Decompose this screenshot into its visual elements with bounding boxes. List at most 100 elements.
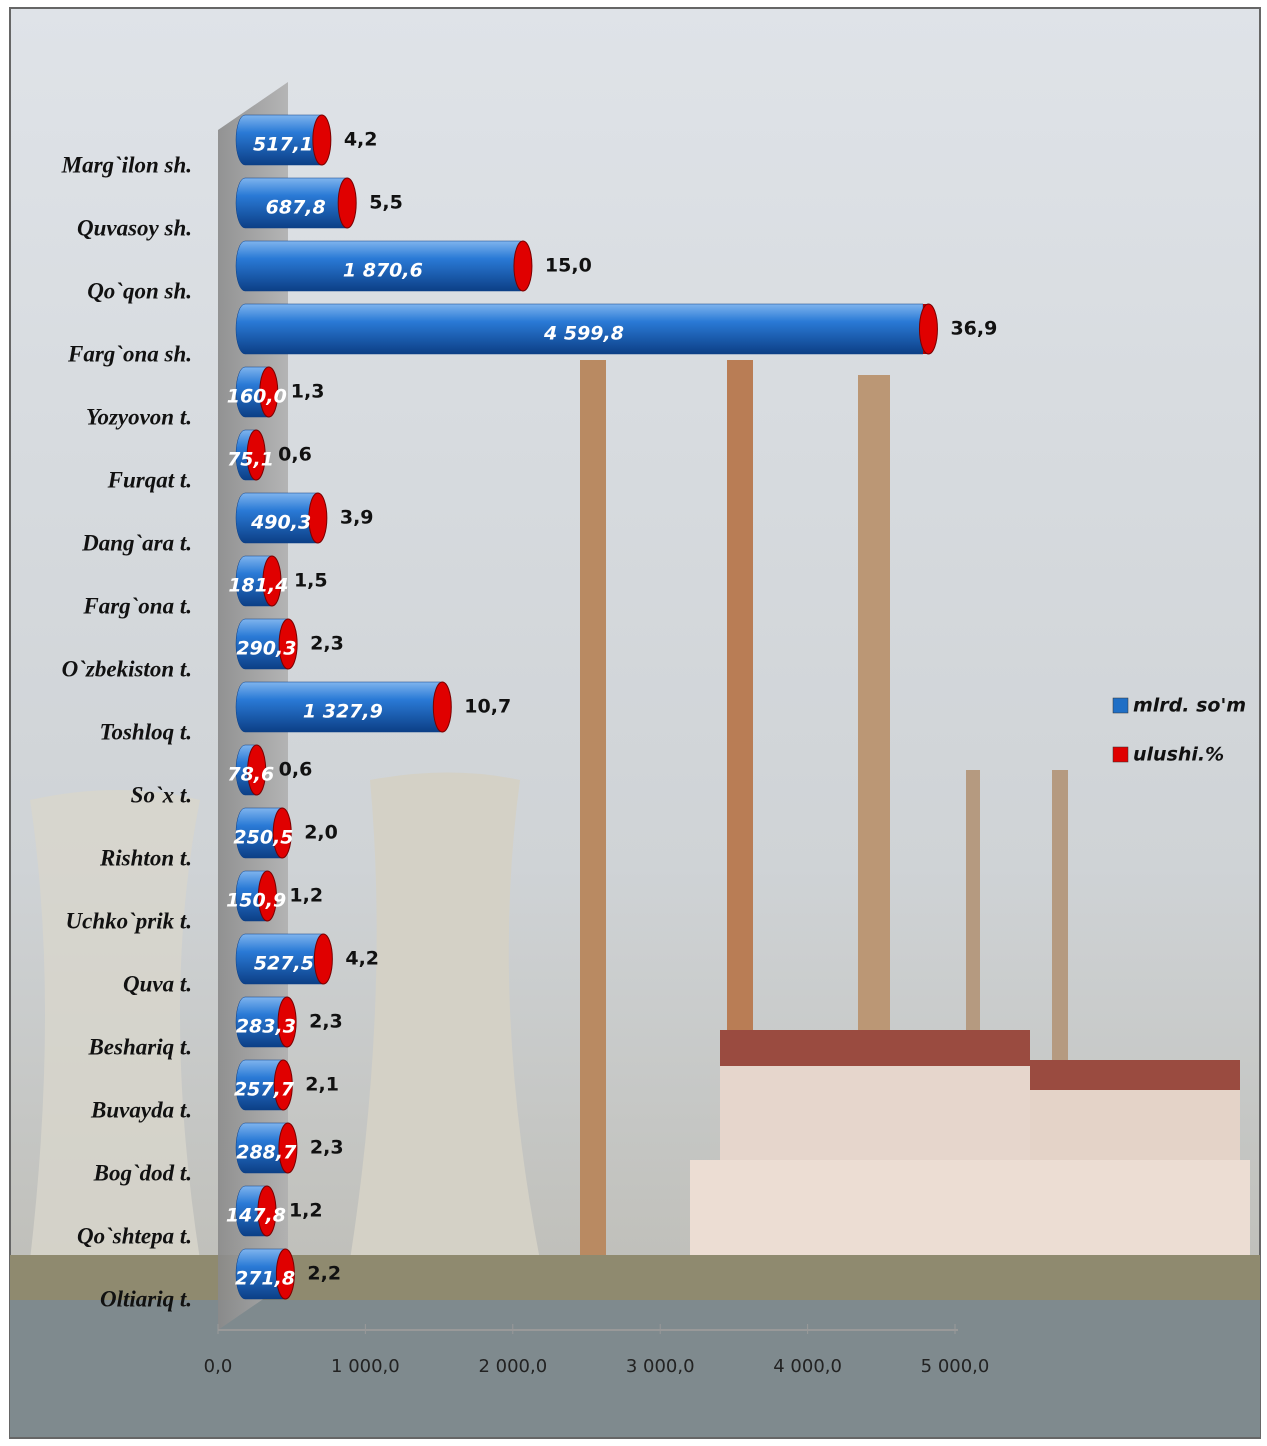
bar (235, 1248, 286, 1300)
value-label: 288,7 (236, 1142, 297, 1164)
bar-cap (262, 555, 282, 607)
y-tick-label: Marg`ilon sh. (61, 152, 192, 177)
bar-cap (247, 744, 267, 796)
value-label: 2,0 (304, 822, 338, 844)
value-label: 0,6 (278, 444, 312, 466)
x-tick-label: 1 000,0 (331, 1356, 400, 1377)
bar (235, 996, 288, 1048)
value-label: 36,9 (950, 318, 997, 340)
bar (235, 807, 283, 859)
value-label: 15,0 (545, 255, 592, 277)
value-label: 147,8 (226, 1205, 286, 1227)
value-label: 527,5 (254, 953, 314, 975)
bar (235, 618, 289, 670)
value-label: 75,1 (227, 449, 274, 471)
value-label: 150,9 (226, 890, 286, 912)
value-label: 490,3 (250, 512, 311, 534)
y-tick-label: Quvasoy sh. (77, 215, 192, 240)
y-tick-label: So`x t. (131, 782, 192, 807)
value-label: 1,2 (289, 885, 323, 907)
y-tick-label: Qo`shtepa t. (77, 1223, 192, 1248)
value-label: 283,3 (236, 1016, 296, 1038)
value-label: 78,6 (227, 764, 274, 786)
value-label: 2,3 (310, 1137, 344, 1159)
value-label: 4,2 (344, 129, 378, 151)
legend-swatch (1112, 746, 1129, 763)
x-tick-label: 3 000,0 (626, 1356, 695, 1377)
x-tick-label: 2 000,0 (478, 1356, 547, 1377)
y-tick-label: Buvayda t. (90, 1097, 192, 1122)
bar-cap (259, 366, 279, 418)
legend-swatch (1112, 697, 1129, 714)
bar-cap (313, 933, 333, 985)
y-tick-label: Toshloq t. (100, 719, 192, 744)
value-label: 4 599,8 (543, 323, 624, 345)
y-tick-label: O`zbekiston t. (62, 656, 192, 681)
value-label: 1,3 (291, 381, 325, 403)
value-label: 2,2 (307, 1263, 341, 1285)
y-tick-label: Beshariq t. (87, 1034, 192, 1059)
y-tick-label: Quva t. (123, 971, 192, 996)
bar-cap (312, 114, 332, 166)
bar-cap (272, 807, 292, 859)
value-label: 160,0 (227, 386, 287, 408)
legend-label: mlrd. so'm (1133, 695, 1246, 717)
value-label: 257,7 (234, 1079, 295, 1101)
bar-cap (432, 681, 452, 733)
value-label: 0,6 (279, 759, 313, 781)
value-label: 290,3 (236, 638, 296, 660)
bar-cap (246, 429, 266, 481)
value-label: 1 327,9 (303, 701, 383, 723)
value-label: 687,8 (266, 197, 326, 219)
y-tick-label: Qo`qon sh. (87, 278, 192, 303)
x-tick-label: 4 000,0 (773, 1356, 842, 1377)
value-label: 1,2 (289, 1200, 323, 1222)
value-label: 517,1 (253, 134, 313, 156)
y-tick-label: Farg`ona sh. (67, 341, 192, 366)
bar (235, 177, 347, 229)
value-label: 181,4 (228, 575, 288, 597)
value-label: 1,5 (294, 570, 328, 592)
bar (235, 303, 924, 355)
value-label: 250,5 (233, 827, 293, 849)
y-tick-label: Oltiariq t. (100, 1286, 192, 1311)
bar-cap (273, 1059, 293, 1111)
bar (235, 555, 272, 607)
bar-cap (275, 1248, 295, 1300)
y-tick-label: Furqat t. (107, 467, 192, 492)
y-tick-label: Yozyovon t. (86, 404, 192, 429)
x-tick-label: 0,0 (204, 1356, 233, 1377)
value-label: 2,3 (310, 633, 344, 655)
bar-cap (257, 870, 277, 922)
value-label: 271,8 (235, 1268, 295, 1290)
legend: mlrd. so'm ulushi.% (1112, 695, 1246, 766)
bar (235, 681, 441, 733)
bar-cap (278, 1122, 298, 1174)
y-tick-label: Uchko`prik t. (66, 908, 193, 933)
value-label: 2,3 (309, 1011, 343, 1033)
bar-cap (513, 240, 533, 292)
value-label: 2,1 (305, 1074, 339, 1096)
value-label: 4,2 (345, 948, 379, 970)
y-tick-label: Bog`dod t. (93, 1160, 192, 1185)
value-label: 3,9 (340, 507, 374, 529)
bar (235, 1059, 284, 1111)
y-tick-label: Rishton t. (99, 845, 192, 870)
bar (235, 240, 521, 292)
bar-cap (277, 996, 297, 1048)
value-label: 10,7 (464, 696, 511, 718)
bar-cap (278, 618, 298, 670)
bar-cap (257, 1185, 277, 1237)
bar-cap (337, 177, 357, 229)
bar (235, 1122, 288, 1174)
x-tick-label: 5 000,0 (921, 1356, 990, 1377)
bar (235, 114, 322, 166)
bar (235, 492, 318, 544)
legend-label: ulushi.% (1133, 744, 1224, 766)
bar (235, 933, 324, 985)
bar-cap (308, 492, 328, 544)
y-tick-label: Farg`ona t. (82, 593, 192, 618)
y-tick-label: Dang`ara t. (81, 530, 192, 555)
value-label: 5,5 (369, 192, 403, 214)
